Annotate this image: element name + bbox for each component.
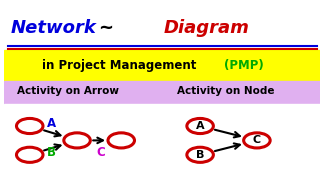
Circle shape: [64, 133, 90, 148]
Text: C: C: [96, 146, 105, 159]
FancyBboxPatch shape: [4, 81, 320, 104]
Text: ~: ~: [98, 19, 113, 37]
Text: C: C: [253, 135, 261, 145]
Text: in Project Management: in Project Management: [43, 59, 197, 72]
Circle shape: [108, 133, 134, 148]
Text: (PMP): (PMP): [224, 59, 264, 72]
Text: A: A: [47, 117, 56, 130]
FancyBboxPatch shape: [4, 50, 320, 81]
Text: Activity on Arrow: Activity on Arrow: [17, 86, 119, 96]
Circle shape: [187, 118, 213, 134]
Circle shape: [17, 147, 43, 162]
Text: B: B: [47, 146, 56, 159]
FancyBboxPatch shape: [4, 104, 320, 180]
Text: Network: Network: [11, 19, 96, 37]
Text: Activity on Node: Activity on Node: [177, 86, 274, 96]
Circle shape: [17, 118, 43, 134]
Circle shape: [187, 147, 213, 162]
Text: B: B: [196, 150, 204, 160]
Circle shape: [244, 133, 270, 148]
Text: A: A: [196, 121, 204, 131]
FancyBboxPatch shape: [4, 0, 320, 50]
Text: Diagram: Diagram: [164, 19, 249, 37]
